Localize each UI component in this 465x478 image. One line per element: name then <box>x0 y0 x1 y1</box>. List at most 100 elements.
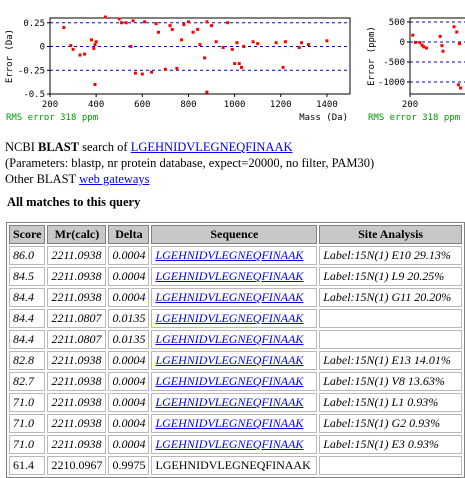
table-row: 71.0 2211.0938 0.0004 LGEHNIDVLEGNEQFINAAK L… <box>9 435 462 454</box>
web-gateways-link[interactable]: web gateways <box>79 172 150 186</box>
header-score: Score <box>9 225 46 244</box>
cell-sequence: LGEHNIDVLEGNEQFINAAK <box>151 246 318 265</box>
data-point <box>180 38 184 42</box>
data-point <box>103 15 107 19</box>
cell-delta: 0.0004 <box>108 393 150 412</box>
data-point <box>154 22 158 26</box>
sequence-link[interactable]: LGEHNIDVLEGNEQFINAAK <box>155 269 304 283</box>
data-point <box>156 30 160 34</box>
data-point <box>163 67 167 71</box>
data-point <box>205 20 209 24</box>
sequence-link[interactable]: LGEHNIDVLEGNEQFINAAK <box>155 437 304 451</box>
header-mr-calc: Mr(calc) <box>47 225 107 244</box>
cell-sequence: LGEHNIDVLEGNEQFINAAK <box>151 309 318 328</box>
sequence-link[interactable]: LGEHNIDVLEGNEQFINAAK <box>155 416 304 430</box>
other-blast-line: Other BLAST web gateways <box>5 171 374 187</box>
cell-sequence: LGEHNIDVLEGNEQFINAAK <box>151 393 318 412</box>
cell-mr-calc: 2211.0938 <box>47 414 107 433</box>
data-point <box>150 70 154 74</box>
matches-table: Score Mr(calc) Delta Sequence Site Analy… <box>6 222 465 478</box>
cell-site-analysis: Label:15N(1) L9 20.25% <box>319 267 462 286</box>
data-point <box>237 62 241 66</box>
small-y-tick-label: -500 <box>383 58 405 68</box>
cell-score: 84.4 <box>9 309 46 328</box>
data-point <box>92 46 96 50</box>
data-point <box>205 90 209 94</box>
cell-score: 82.7 <box>9 372 46 391</box>
data-point <box>297 45 301 49</box>
data-point <box>62 26 66 29</box>
header-sequence: Sequence <box>151 225 318 244</box>
data-point <box>235 41 239 45</box>
section-title: All matches to this query <box>7 195 141 209</box>
cell-sequence: LGEHNIDVLEGNEQFINAAK <box>151 372 318 391</box>
cell-sequence: LGEHNIDVLEGNEQFINAAK <box>151 456 318 475</box>
sequence-link[interactable]: LGEHNIDVLEGNEQFINAAK <box>155 290 304 304</box>
data-point <box>283 40 287 44</box>
data-point <box>90 38 94 42</box>
sequence-link[interactable]: LGEHNIDVLEGNEQFINAAK <box>155 248 304 262</box>
small-data-point <box>414 40 417 44</box>
data-point <box>131 19 135 23</box>
data-point <box>140 72 144 76</box>
sequence-link[interactable]: LGEHNIDVLEGNEQFINAAK <box>155 311 304 325</box>
small-rms-label: RMS error 318 ppm <box>368 113 460 123</box>
table-row: 86.0 2211.0938 0.0004 LGEHNIDVLEGNEQFINAAK L… <box>9 246 462 265</box>
main-x-axis-label: Mass (Da) <box>299 113 348 123</box>
main-rms-label: RMS error 318 ppm <box>6 113 98 123</box>
data-point <box>230 47 234 51</box>
sequence-text: LGEHNIDVLEGNEQFINAAK <box>155 458 311 472</box>
cell-delta: 0.0004 <box>108 288 150 307</box>
small-data-point <box>420 43 424 47</box>
cell-site-analysis: Label:15N(1) G2 0.93% <box>319 414 462 433</box>
small-data-point <box>455 30 459 34</box>
y-tick-label: 0 <box>40 43 45 53</box>
x-tick-label: 800 <box>180 100 196 110</box>
header-site-analysis: Site Analysis <box>319 225 462 244</box>
cell-mr-calc: 2211.0938 <box>47 351 107 370</box>
small-data-point <box>422 45 426 49</box>
cell-mr-calc: 2211.0938 <box>47 393 107 412</box>
data-point <box>325 39 329 43</box>
cell-delta: 0.0004 <box>108 246 150 265</box>
cell-mr-calc: 2211.0938 <box>47 435 107 454</box>
cell-score: 71.0 <box>9 435 46 454</box>
cell-delta: 0.0004 <box>108 414 150 433</box>
sequence-link[interactable]: LGEHNIDVLEGNEQFINAAK <box>155 374 304 388</box>
data-point <box>221 45 225 49</box>
sequence-link[interactable]: LGEHNIDVLEGNEQFINAAK <box>155 395 304 409</box>
data-point <box>69 44 73 48</box>
table-row: 84.5 2211.0938 0.0004 LGEHNIDVLEGNEQFINAAK L… <box>9 267 462 286</box>
blast-info: NCBI BLAST search of LGEHNIDVLEGNEQFINAA… <box>5 139 374 187</box>
table-row: 71.0 2211.0938 0.0004 LGEHNIDVLEGNEQFINAAK L… <box>9 393 462 412</box>
blast-query-link[interactable]: LGEHNIDVLEGNEQFINAAK <box>130 140 293 154</box>
data-point <box>306 43 310 47</box>
sequence-link[interactable]: LGEHNIDVLEGNEQFINAAK <box>155 332 304 346</box>
ncbi-label: NCBI <box>5 140 35 154</box>
search-of-label: search of <box>82 140 128 154</box>
table-row: 84.4 2211.0807 0.0135 LGEHNIDVLEGNEQFINAAK <box>9 330 462 349</box>
sequence-link[interactable]: LGEHNIDVLEGNEQFINAAK <box>155 353 304 367</box>
table-row: 82.8 2211.0938 0.0004 LGEHNIDVLEGNEQFINAAK L… <box>9 351 462 370</box>
other-blast-label: Other BLAST <box>5 172 76 186</box>
cell-mr-calc: 2211.0938 <box>47 246 107 265</box>
cell-mr-calc: 2211.0807 <box>47 330 107 349</box>
small-data-point <box>441 49 445 53</box>
cell-site-analysis: Label:15N(1) L1 0.93% <box>319 393 462 412</box>
cell-score: 71.0 <box>9 414 46 433</box>
cell-delta: 0.0135 <box>108 330 150 349</box>
data-point <box>78 53 82 57</box>
x-tick-label: 1400 <box>316 100 338 110</box>
table-row: 71.0 2211.0938 0.0004 LGEHNIDVLEGNEQFINAAK L… <box>9 414 462 433</box>
cell-mr-calc: 2211.0807 <box>47 309 107 328</box>
small-y-tick-label: 0 <box>400 38 405 48</box>
blast-parameters: (Parameters: blastp, nr protein database… <box>5 156 375 170</box>
small-data-point <box>425 46 428 50</box>
data-point <box>83 52 87 56</box>
small-data-point <box>456 83 460 87</box>
table-row: 82.7 2211.0938 0.0004 LGEHNIDVLEGNEQFINAAK L… <box>9 372 462 391</box>
data-point <box>124 21 128 25</box>
table-row: 84.4 2211.0807 0.0135 LGEHNIDVLEGNEQFINAAK <box>9 309 462 328</box>
small-data-point <box>459 86 463 90</box>
